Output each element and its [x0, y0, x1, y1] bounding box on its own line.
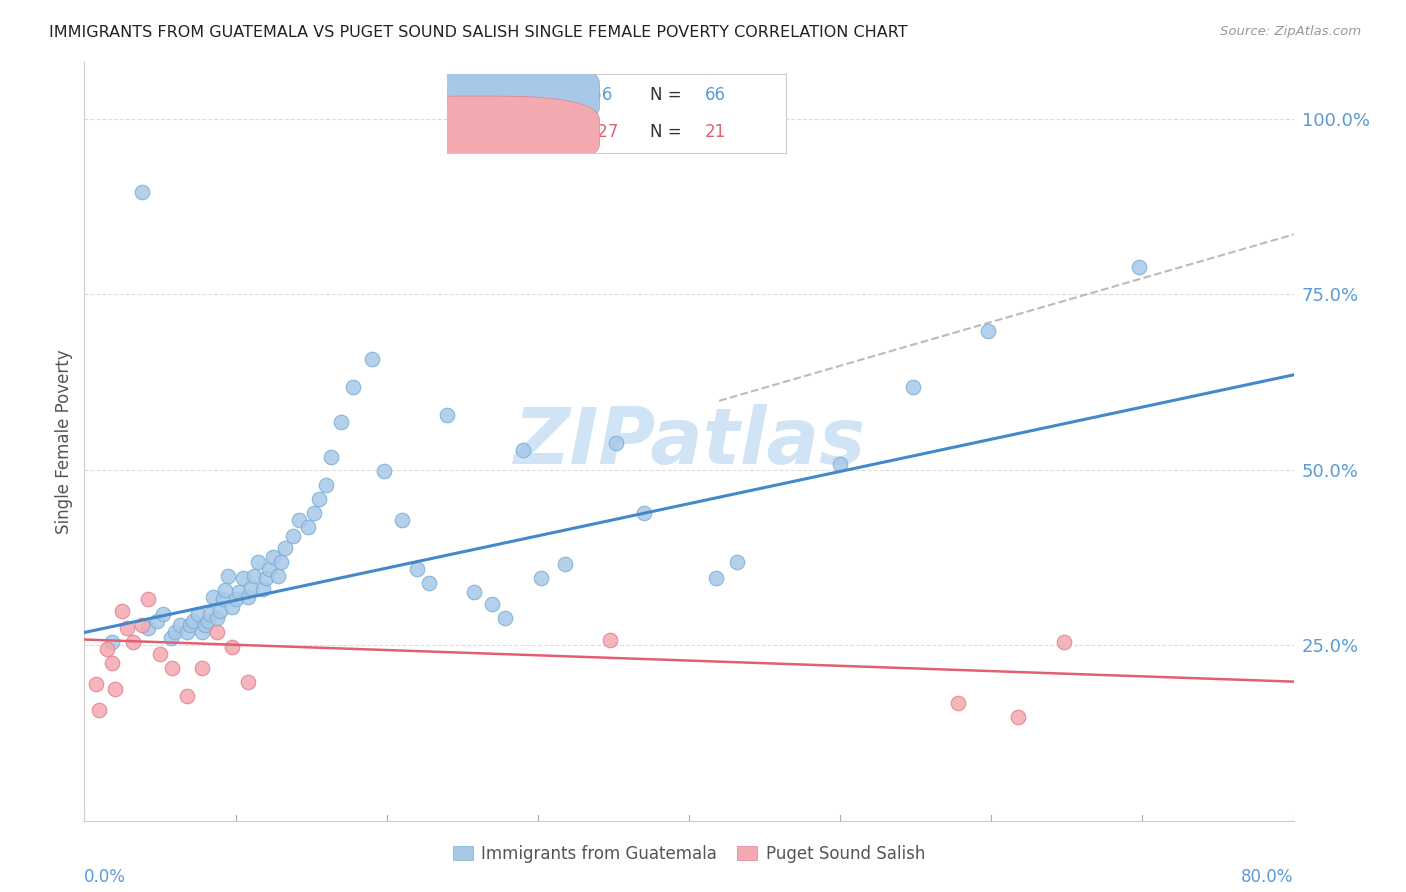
Point [209, 604, 232, 618]
Point [100, 634, 122, 648]
Text: IMMIGRANTS FROM GUATEMALA VS PUGET SOUND SALISH SINGLE FEMALE POVERTY CORRELATIO: IMMIGRANTS FROM GUATEMALA VS PUGET SOUND… [49, 25, 908, 40]
Point [274, 541, 297, 556]
Text: ZIPatlas: ZIPatlas [513, 403, 865, 480]
Point [830, 457, 852, 471]
Point [217, 569, 239, 583]
Point [197, 614, 219, 628]
Point [257, 562, 280, 576]
Point [179, 618, 201, 632]
Point [242, 569, 264, 583]
Point [221, 640, 243, 654]
Point [131, 186, 153, 200]
Point [136, 621, 159, 635]
Point [406, 562, 429, 576]
Point [946, 696, 969, 710]
Point [704, 571, 727, 585]
Point [494, 611, 516, 625]
Point [330, 415, 353, 429]
Point [86, 677, 108, 691]
Point [89, 703, 111, 717]
Point [131, 618, 153, 632]
Point [247, 555, 270, 569]
Point [221, 599, 243, 614]
Point [302, 506, 325, 520]
Point [236, 674, 259, 689]
Point [160, 660, 183, 674]
Point [297, 520, 319, 534]
Point [136, 592, 159, 607]
Point [308, 492, 330, 507]
Legend: Immigrants from Guatemala, Puget Sound Salish: Immigrants from Guatemala, Puget Sound S… [446, 838, 932, 869]
Point [342, 380, 364, 394]
Point [605, 436, 627, 450]
Point [212, 592, 235, 607]
Point [225, 592, 247, 607]
Point [146, 614, 169, 628]
Point [373, 464, 395, 478]
Point [418, 576, 440, 591]
Point [207, 625, 229, 640]
Point [176, 689, 198, 703]
Point [252, 582, 274, 596]
Point [207, 611, 229, 625]
Point [115, 621, 138, 635]
Point [436, 408, 458, 422]
Point [121, 634, 143, 648]
Point [288, 513, 311, 527]
Point [481, 598, 503, 612]
Point [149, 647, 172, 661]
Point [228, 585, 250, 599]
Text: 0.0%: 0.0% [84, 868, 127, 886]
Point [725, 555, 748, 569]
Point [599, 632, 621, 647]
Point [181, 614, 204, 628]
Point [104, 681, 127, 696]
Point [463, 585, 485, 599]
Point [1053, 634, 1076, 648]
Point [100, 656, 122, 670]
Point [270, 555, 292, 569]
Point [267, 569, 290, 583]
Point [165, 625, 187, 640]
Point [901, 380, 924, 394]
Point [554, 558, 576, 572]
Point [159, 631, 181, 645]
Point [232, 571, 254, 585]
Point [254, 571, 277, 585]
Point [633, 506, 655, 520]
Y-axis label: Single Female Poverty: Single Female Poverty [55, 350, 73, 533]
Point [96, 641, 118, 656]
Point [176, 625, 198, 640]
Point [1128, 260, 1150, 275]
Point [214, 583, 236, 598]
Point [315, 478, 337, 492]
Point [530, 571, 553, 585]
Point [111, 604, 134, 618]
Point [187, 607, 209, 621]
Point [191, 660, 214, 674]
Point [152, 607, 174, 621]
Point [977, 324, 1000, 338]
Point [1007, 710, 1029, 724]
Point [239, 581, 262, 595]
Text: Source: ZipAtlas.com: Source: ZipAtlas.com [1220, 25, 1361, 38]
Point [191, 625, 214, 640]
Point [169, 618, 191, 632]
Point [236, 591, 259, 605]
Point [512, 442, 534, 457]
Point [319, 450, 342, 464]
Point [391, 513, 413, 527]
Text: 80.0%: 80.0% [1241, 868, 1294, 886]
Point [360, 351, 382, 366]
Point [198, 607, 221, 621]
Point [281, 529, 304, 543]
Point [262, 550, 284, 565]
Point [201, 591, 224, 605]
Point [194, 618, 217, 632]
